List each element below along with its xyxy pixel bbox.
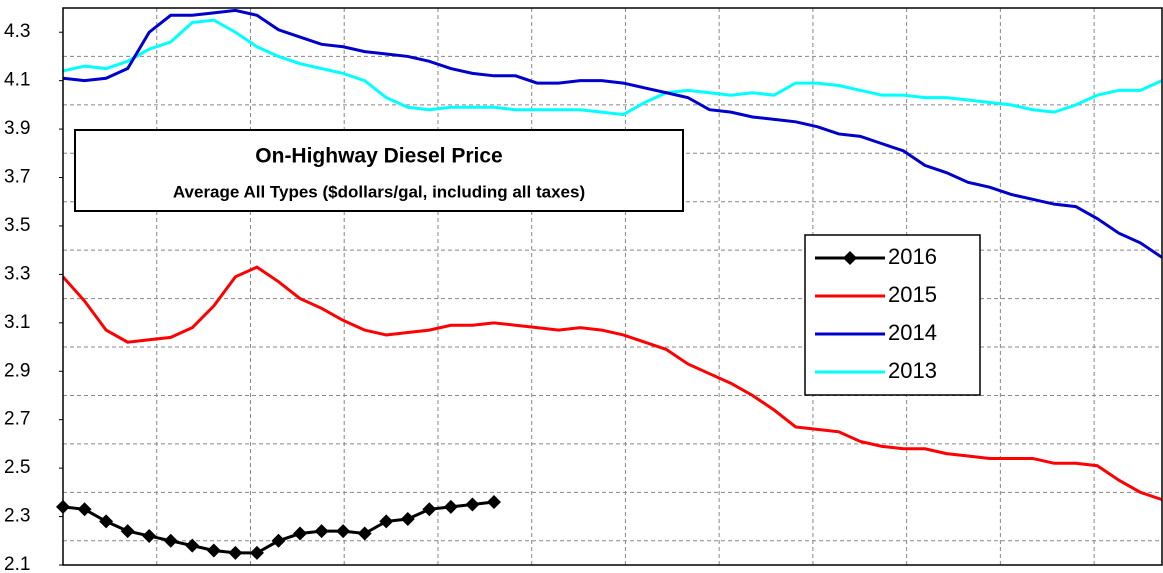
marker <box>357 526 372 541</box>
plot <box>56 8 1163 560</box>
legend-label: 2015 <box>888 282 937 307</box>
marker <box>422 502 437 517</box>
marker <box>163 533 178 548</box>
y-tick-label: 2.9 <box>4 360 30 381</box>
y-tick-label: 3.9 <box>4 118 30 139</box>
marker <box>185 538 200 553</box>
legend-box <box>804 234 981 396</box>
y-tick-label: 2.3 <box>4 506 30 527</box>
marker <box>120 524 135 539</box>
y-tick-label: 4.1 <box>4 70 30 91</box>
chart-title: On-Highway Diesel Price <box>255 145 502 168</box>
marker <box>843 251 857 265</box>
y-tick-label: 2.7 <box>4 409 30 430</box>
plot-border <box>62 7 1163 566</box>
title-box <box>74 129 684 212</box>
marker <box>400 511 415 526</box>
marker <box>77 502 92 517</box>
series-line <box>61 265 1163 502</box>
marker <box>206 543 221 558</box>
marker <box>486 495 501 510</box>
y-tick-label: 3.7 <box>4 167 30 188</box>
legend-label: 2016 <box>888 244 937 269</box>
legend-label: 2013 <box>888 358 937 383</box>
marker <box>314 524 329 539</box>
chart-subtitle: Average All Types ($dollars/gal, includi… <box>173 182 585 201</box>
marker <box>443 499 458 514</box>
marker <box>271 533 286 548</box>
y-tick-label: 4.3 <box>4 21 30 42</box>
y-tick-label: 3.1 <box>4 312 30 333</box>
legend-label: 2014 <box>888 320 937 345</box>
y-tick-label: 2.5 <box>4 457 30 478</box>
marker <box>379 514 394 529</box>
marker <box>249 545 264 560</box>
y-tick-label: 3.3 <box>4 263 30 284</box>
marker <box>228 545 243 560</box>
marker <box>336 524 351 539</box>
marker <box>465 497 480 512</box>
series-line <box>62 8 1163 259</box>
marker <box>99 514 114 529</box>
marker <box>142 528 157 543</box>
y-tick-label: 3.5 <box>4 215 30 236</box>
legend: 2016 2015 2014 2013 <box>804 234 981 396</box>
y-tick-label: 2.1 <box>4 554 30 573</box>
marker <box>293 526 308 541</box>
series-line <box>62 18 1163 117</box>
